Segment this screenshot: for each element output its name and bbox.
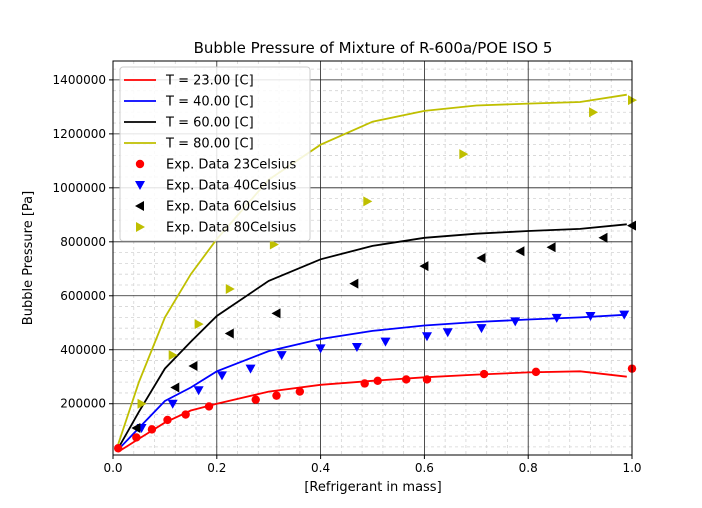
data-point [315,344,326,354]
data-point [131,423,141,434]
x-tick-label: 0.2 [207,461,226,475]
y-tick-label: 200000 [60,397,106,411]
data-point [515,246,525,257]
data-point [373,376,382,385]
legend: T = 23.00 [C] T = 40.00 [C] T = 60.00 [C] T… [119,66,311,242]
data-point [132,433,141,442]
x-tick-label: 1.0 [622,461,641,475]
data-point [422,375,432,384]
data-point [295,387,305,396]
data-point [619,310,630,320]
legend-label: T = 40.00 [C] [165,95,254,110]
data-point [188,360,198,371]
series-line [117,93,627,445]
data-point [421,332,432,342]
y-axis-label: Bubble Pressure [Pa] [21,191,36,325]
legend-marker-swatch [136,222,145,232]
data-point [510,317,521,327]
data-point [402,375,411,384]
legend-marker-swatch [135,201,144,211]
legend-label: T = 80.00 [C] [165,137,254,152]
data-point [181,410,190,419]
data-point [459,149,469,160]
data-point [167,399,178,409]
data-point [349,278,359,289]
legend-label: T = 23.00 [C] [165,74,254,89]
y-tick-label: 600000 [60,289,106,303]
data-point [163,415,172,425]
data-point [363,196,373,207]
legend-marker-swatch [135,159,145,169]
x-tick-label: 0.6 [415,461,434,475]
data-point [442,328,453,338]
y-tick-label: 400000 [60,343,106,357]
series-line [117,223,627,449]
data-point [113,444,123,453]
legend-box [119,66,311,242]
data-point [251,395,260,404]
legend-label: Exp. Data 60Celsius [166,200,296,215]
legend-label: Exp. Data 23Celsius [166,158,296,173]
minor-grid [113,61,632,455]
data-point [598,232,608,243]
data-point [193,386,204,396]
data-point [168,350,178,361]
data-point [147,425,157,434]
data-point [479,369,489,379]
y-axis: 200000 400000 600000 800000 1000000 1200000 14… [53,73,113,411]
data-point [360,379,369,388]
x-axis: 0.0 0.2 0.4 0.6 0.8 1.0 [103,455,642,475]
data-point [551,313,562,323]
data-point [531,367,541,377]
x-tick-label: 0.4 [311,461,330,475]
data-point [276,351,287,361]
data-point [272,391,281,400]
data-point [225,284,235,295]
data-point [271,308,281,319]
data-point [351,343,362,353]
data-point [546,242,556,253]
data-point [224,328,234,339]
data-point [194,319,204,330]
data-point [245,364,256,374]
data-point [589,107,599,118]
data-point [476,253,486,263]
x-tick-label: 0.0 [103,461,122,475]
data-point [419,261,429,272]
legend-label: Exp. Data 80Celsius [166,221,296,236]
plot-area-frame [112,60,633,456]
chart-title: Bubble Pressure of Mixture of R-600a/POE… [194,39,553,57]
legend-label: Exp. Data 40Celsius [166,179,296,194]
data-point [204,402,214,411]
data-point [476,324,487,334]
y-tick-label: 1400000 [53,73,106,87]
y-tick-label: 1000000 [53,181,106,195]
data-point [137,398,147,409]
x-tick-label: 0.8 [519,461,538,475]
y-tick-label: 1200000 [53,127,106,141]
data-point [269,239,279,250]
series-points [113,95,637,453]
x-axis-label: [Refrigerant in mass] [304,480,441,495]
data-point [380,337,391,347]
y-tick-label: 800000 [60,235,106,249]
data-point [216,371,227,381]
series-line [117,313,627,451]
legend-label: T = 60.00 [C] [165,116,254,131]
data-point [170,382,180,393]
legend-marker-swatch [135,181,145,190]
data-point [585,312,596,322]
